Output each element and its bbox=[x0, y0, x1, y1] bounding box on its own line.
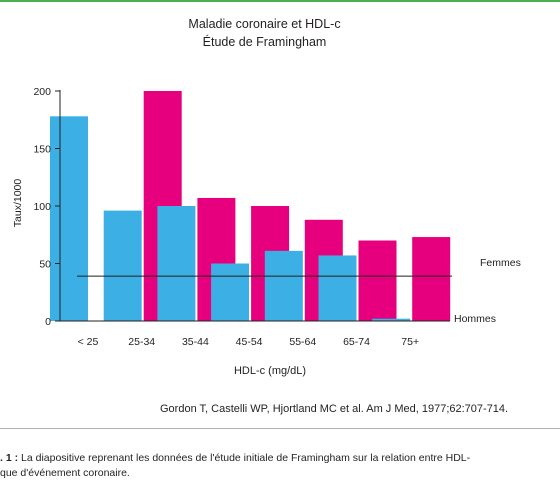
figure-number: . 1 : bbox=[0, 452, 19, 464]
chart-subtitle: Étude de Framingham bbox=[202, 35, 327, 49]
caption-divider bbox=[0, 428, 560, 429]
figure-caption-line-2: que d'événement coronaire. bbox=[0, 467, 130, 479]
bar-hommes bbox=[211, 263, 250, 321]
bar-hommes bbox=[103, 210, 142, 321]
x-tick-label: 35-44 bbox=[182, 336, 209, 348]
bar-hommes bbox=[372, 318, 411, 321]
y-tick-label: 200 bbox=[33, 86, 51, 98]
x-tick-label: 55-64 bbox=[289, 336, 316, 348]
x-axis-label: HDL-c (mg/dL) bbox=[233, 365, 307, 377]
bar-hommes bbox=[157, 206, 196, 321]
bar-femmes bbox=[412, 237, 451, 321]
bar-hommes bbox=[318, 255, 357, 321]
y-tick-label: 50 bbox=[39, 259, 51, 271]
x-tick-label: 45-54 bbox=[236, 336, 263, 348]
x-tick-label: 65-74 bbox=[343, 336, 370, 348]
chart-title: Maladie coronaire et HDL-c bbox=[188, 17, 341, 31]
reference-citation: Gordon T, Castelli WP, Hjortland MC et a… bbox=[160, 403, 509, 415]
figure-caption-line-1: . 1 : La diapositive reprenant les donné… bbox=[0, 452, 470, 464]
bar-hommes bbox=[264, 250, 303, 321]
y-tick-label: 0 bbox=[45, 316, 51, 328]
figure-caption-text: La diapositive reprenant les données de … bbox=[21, 452, 471, 464]
bar-hommes bbox=[50, 116, 88, 321]
x-tick-label: 25-34 bbox=[128, 336, 155, 348]
series-label-hommes: Hommes bbox=[454, 313, 496, 325]
series-label-femmes: Femmes bbox=[480, 257, 521, 269]
top-rule bbox=[0, 0, 560, 2]
y-tick-label: 100 bbox=[33, 201, 51, 213]
bar-femmes bbox=[358, 240, 397, 321]
x-tick-label: < 25 bbox=[78, 336, 99, 348]
x-tick-label: 75+ bbox=[401, 336, 419, 348]
y-tick-label: 150 bbox=[33, 144, 51, 156]
